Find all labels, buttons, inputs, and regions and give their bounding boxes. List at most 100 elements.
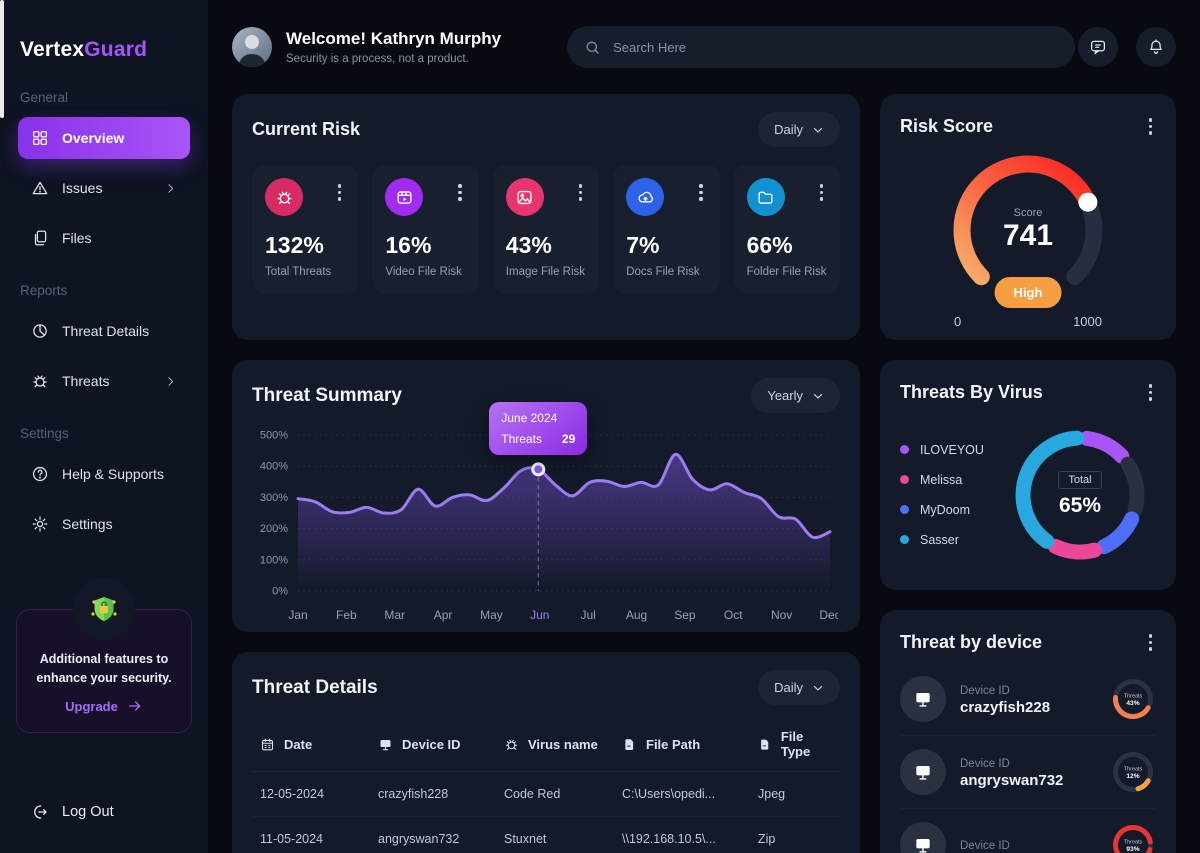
tile-more-button[interactable] — [454, 178, 466, 207]
device-row[interactable]: Device ID crazyfish228 Threats 43% — [900, 663, 1156, 736]
messages-button[interactable] — [1078, 27, 1118, 67]
y-tick-label: 500% — [260, 430, 288, 442]
period-value: Daily — [774, 680, 803, 695]
chevron-down-icon — [813, 393, 823, 399]
monitor-icon — [916, 838, 930, 853]
monitor-icon — [380, 739, 391, 750]
threat-details-period-select[interactable]: Daily — [758, 670, 840, 705]
sidebar-item-settings[interactable]: Settings — [18, 503, 190, 545]
cell-file-path: \\192.168.10.5\... — [622, 832, 716, 846]
grid-icon — [32, 130, 48, 146]
calendar-icon — [261, 738, 274, 750]
sidebar-item-threat-details[interactable]: Threat Details — [18, 310, 190, 352]
threat-line — [296, 452, 832, 540]
donut-segment-melissa — [1047, 538, 1102, 559]
period-value: Yearly — [767, 388, 803, 403]
device-row[interactable]: Device ID angryswan732 Threats 12% — [900, 736, 1156, 809]
svg-text:93%: 93% — [1126, 846, 1139, 853]
pie-icon — [33, 324, 47, 338]
upgrade-link[interactable]: Upgrade — [65, 698, 143, 714]
sidebar-item-files[interactable]: Files — [18, 217, 190, 259]
search-input[interactable] — [611, 38, 1059, 56]
tile-more-button[interactable] — [695, 178, 707, 207]
tooltip-value: 29 — [561, 432, 576, 447]
threat-summary-chart: 0% 100% 200% 300% 400% 500% Jan Feb Mar Apr May Jun… — [252, 402, 841, 630]
bell-icon — [1150, 39, 1162, 54]
left-column: Current Risk Daily 132% Total Threats 16% V… — [232, 94, 860, 853]
device-id-label: Device ID — [960, 684, 1010, 697]
sidebar-section-label: General — [20, 90, 69, 105]
cell-file-path: C:\Users\opedi... — [622, 787, 716, 801]
threat-by-device-more-button[interactable] — [1145, 628, 1157, 657]
logout-button[interactable]: Log Out — [18, 793, 190, 831]
video-icon — [397, 190, 412, 204]
current-risk-period-select[interactable]: Daily — [758, 112, 840, 147]
risk-score-more-button[interactable] — [1145, 112, 1157, 141]
tile-label: Total Threats — [265, 266, 332, 278]
sidebar-item-overview[interactable]: Overview — [18, 117, 190, 159]
x-tick-label: Dec — [819, 608, 838, 622]
brand-accent: Guard — [84, 38, 148, 61]
column-header-device-id[interactable]: Device ID — [378, 729, 504, 759]
upgrade-card: Additional features to enhance your secu… — [16, 578, 192, 733]
score-value: 741 — [1002, 218, 1054, 252]
svg-text:12%: 12% — [1126, 773, 1139, 780]
tile-label: Image File Risk — [505, 266, 586, 278]
y-tick-label: 400% — [260, 461, 288, 473]
files-icon — [34, 230, 47, 246]
donut-center: Total 65% — [1004, 419, 1156, 571]
tile-more-button[interactable] — [575, 178, 587, 207]
tile-more-button[interactable] — [334, 178, 346, 207]
threat-summary-period-select[interactable]: Yearly — [751, 378, 840, 413]
bug-icon — [276, 191, 292, 204]
x-tick-label: Jan — [288, 608, 307, 622]
sidebar-item-issues[interactable]: Issues — [18, 167, 190, 209]
risk-level-badge: High — [994, 276, 1062, 308]
table-header: Date Device ID Virus name File Path File Typ… — [252, 719, 840, 772]
tile-value: 132% — [265, 232, 324, 258]
bug-icon — [505, 739, 518, 750]
score-label: Score — [1013, 206, 1043, 219]
column-header-date[interactable]: Date — [260, 729, 378, 759]
device-rows: Device ID crazyfish228 Threats 43% Device ID… — [900, 663, 1156, 853]
svg-text:43%: 43% — [1126, 700, 1139, 707]
tile-more-button[interactable] — [816, 178, 828, 207]
notifications-button[interactable] — [1136, 27, 1176, 67]
x-tick-label: May — [480, 608, 503, 622]
chevron-right-icon — [168, 376, 174, 386]
cell-device-id: angryswan732 — [378, 832, 460, 846]
legend-dot — [900, 475, 909, 484]
sidebar-item-threats[interactable]: Threats — [18, 360, 190, 402]
tile-value: 16% — [385, 232, 432, 258]
topbar-actions — [1078, 27, 1176, 67]
search-bar — [567, 26, 1076, 68]
search-icon — [586, 41, 599, 54]
avatar[interactable] — [232, 27, 272, 67]
column-header-file-path[interactable]: File Path — [622, 729, 758, 759]
sidebar-section-label: Reports — [20, 283, 68, 298]
legend-dot — [900, 535, 909, 544]
column-header-file-type[interactable]: File Type — [758, 729, 832, 759]
tile-icon-circle — [505, 178, 544, 216]
sidebar-item-help-supports[interactable]: Help & Supports — [18, 453, 190, 495]
scrollbar-thumb[interactable] — [0, 0, 4, 118]
arrow-right-icon — [128, 701, 141, 711]
brand-primary: Vertex — [20, 38, 85, 61]
legend-item-sasser: Sasser — [900, 533, 998, 547]
column-header-virus-name[interactable]: Virus name — [504, 729, 622, 759]
column-label: Date — [284, 736, 313, 752]
image-icon — [517, 190, 532, 204]
device-id-label: Device ID — [960, 839, 1010, 852]
legend-label: ILOVEYOU — [920, 442, 984, 457]
table-row: 12-05-2024 crazyfish228 Code Red C:\Users\o… — [252, 772, 840, 817]
risk-tile-total-threats: 132% Total Threats — [252, 165, 359, 293]
x-tick-label: Feb — [336, 608, 357, 622]
threats-by-virus-more-button[interactable] — [1145, 378, 1157, 407]
donut-segment-iloveyou — [1079, 430, 1130, 464]
sidebar-nav: General Overview Issues Files Reports Threat … — [0, 62, 208, 553]
device-row[interactable]: Device ID Threats 93% — [900, 809, 1156, 853]
tooltip-label: Threats — [501, 432, 542, 447]
logout-icon — [34, 805, 47, 819]
